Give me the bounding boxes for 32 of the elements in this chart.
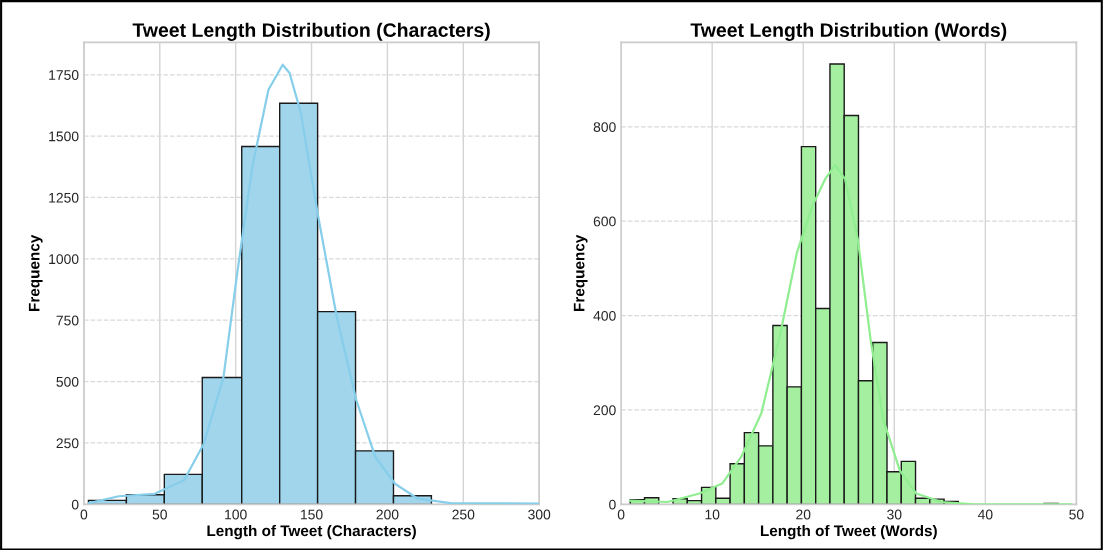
x-tick-label: 300 — [528, 509, 551, 520]
chart-title: Tweet Length Distribution (Words) — [690, 22, 1007, 41]
x-tick-label: 100 — [225, 509, 247, 520]
y-tick-label: 500 — [56, 376, 79, 387]
y-tick-label: 0 — [609, 499, 616, 510]
y-tick-label: 600 — [593, 216, 616, 227]
x-tick-label: 50 — [152, 509, 167, 520]
x-tick-label: 0 — [80, 509, 88, 520]
y-tick-label: 1000 — [49, 254, 79, 265]
y-tick-label: 200 — [593, 405, 616, 416]
y-tick-label: 1500 — [49, 131, 79, 142]
x-tick-label: 10 — [705, 509, 720, 520]
x-tick-label: 250 — [452, 509, 475, 520]
y-axis-title: Frequency — [573, 234, 588, 311]
y-tick-label: 1750 — [49, 70, 79, 80]
y-tick-label: 400 — [593, 310, 616, 321]
x-tick-label: 0 — [617, 509, 625, 520]
chart-title: Tweet Length Distribution (Characters) — [132, 22, 490, 41]
y-tick-label: 1250 — [49, 192, 79, 203]
x-tick-label: 200 — [376, 509, 399, 520]
x-tick-label: 20 — [796, 509, 811, 520]
y-tick-label: 0 — [71, 499, 79, 510]
y-axis-title: Frequency — [28, 234, 43, 311]
x-axis-title: Length of Tweet (Characters) — [207, 524, 416, 540]
x-tick-label: 40 — [977, 509, 993, 520]
y-tick-label: 750 — [56, 315, 79, 326]
y-tick-label: 800 — [593, 122, 616, 132]
y-tick-label: 250 — [56, 438, 79, 449]
x-tick-label: 30 — [887, 509, 902, 520]
x-tick-label: 50 — [1069, 509, 1084, 520]
x-axis-title: Length of Tweet (Words) — [760, 524, 937, 540]
x-tick-label: 150 — [301, 509, 323, 520]
